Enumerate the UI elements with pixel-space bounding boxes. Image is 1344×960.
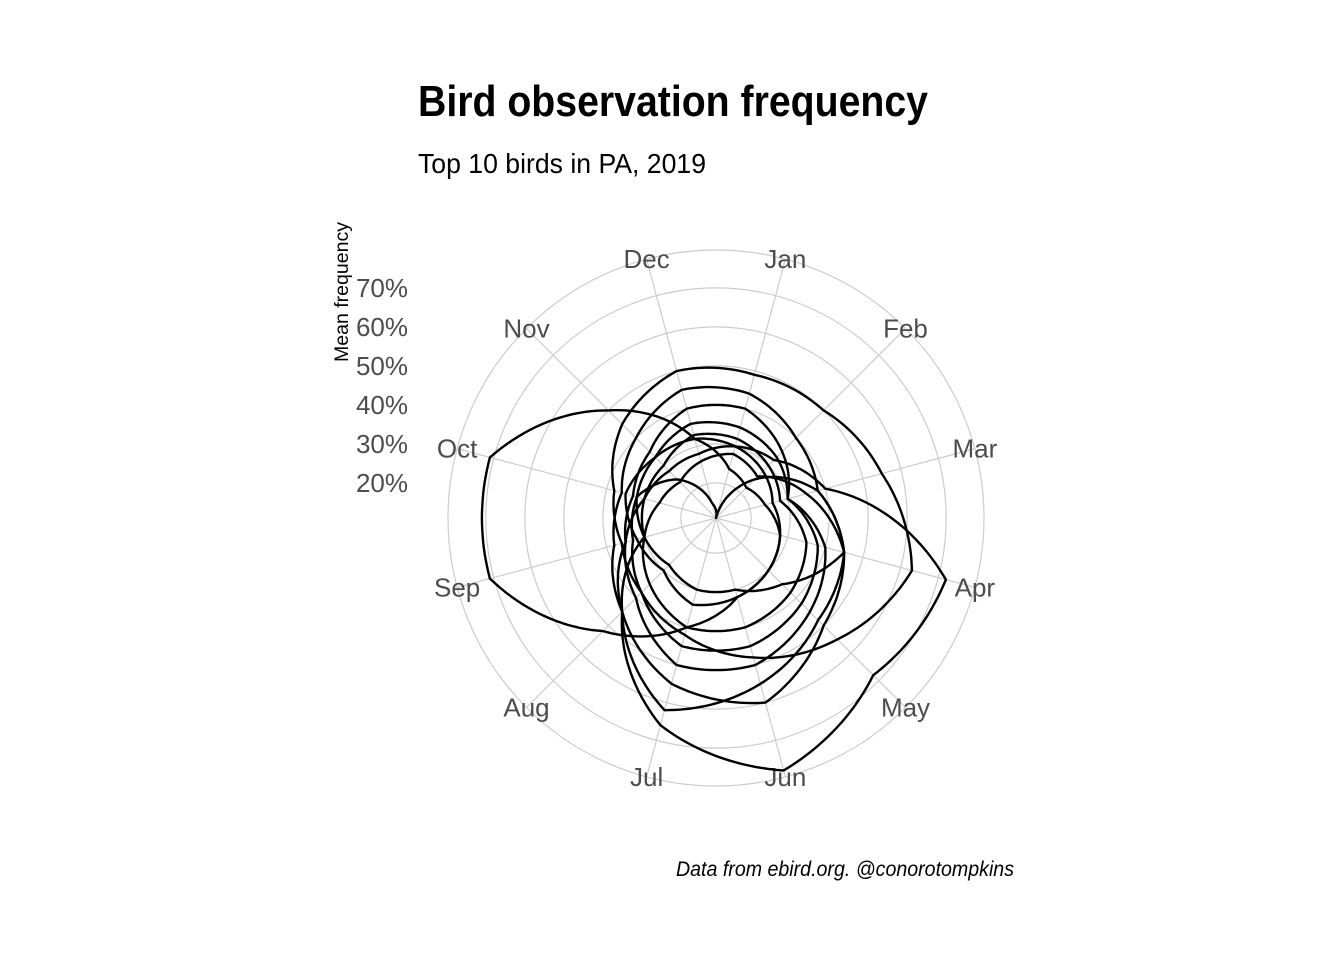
y-tick-label: 60%: [356, 312, 408, 342]
grid-spoke: [456, 448, 717, 519]
grid-spoke: [715, 517, 976, 588]
month-label: May: [881, 693, 930, 723]
month-labels: Jan Feb Mar Apr May Jun Jul Aug Sep Oct Nov Dec: [434, 244, 998, 792]
chart-subtitle: Top 10 birds in PA, 2019: [418, 148, 706, 179]
series-line-series-7: [640, 432, 808, 633]
grid-spoke: [456, 517, 717, 588]
grid-spoke: [715, 258, 786, 519]
series-line-series-9: [620, 452, 846, 712]
month-label: Dec: [624, 244, 670, 274]
y-tick-label: 40%: [356, 390, 408, 420]
chart-title: Bird observation frequency: [418, 77, 928, 126]
month-label: Nov: [503, 313, 549, 343]
caption: Data from ebird.org. @conorotompkins: [676, 858, 1014, 881]
month-label: Mar: [952, 434, 997, 464]
month-label: Feb: [883, 313, 928, 343]
y-tick-label: 70%: [356, 273, 408, 303]
month-label: Jul: [630, 762, 663, 792]
grid-spoke: [715, 448, 976, 519]
grid-spoke: [646, 258, 717, 519]
series-line-series-3: [611, 366, 914, 660]
y-ticks: 20% 30% 40% 50% 60% 70%: [356, 273, 408, 498]
month-label: Oct: [437, 434, 478, 464]
y-tick-label: 20%: [356, 468, 408, 498]
y-tick-label: 30%: [356, 429, 408, 459]
series-line-series-8: [635, 475, 846, 594]
grid-circle: [680, 482, 752, 554]
grid-spoke: [646, 517, 717, 778]
outer-grid-circle: [447, 249, 985, 787]
grid-circle: [485, 287, 947, 749]
month-label: Jun: [764, 762, 806, 792]
grid-spoke: [715, 328, 906, 519]
month-label: Aug: [503, 693, 549, 723]
y-axis-label: Mean frequency: [332, 221, 353, 362]
month-label: Apr: [955, 572, 996, 602]
series-line-series-2: [616, 445, 948, 772]
month-label: Sep: [434, 572, 480, 602]
y-tick-label: 50%: [356, 351, 408, 381]
grid-spoke: [526, 328, 717, 519]
grid-circle: [524, 326, 908, 710]
series-line-series-10: [624, 437, 782, 607]
grid-spoke: [715, 517, 786, 778]
month-label: Jan: [764, 244, 806, 274]
series-lines: [480, 366, 948, 772]
